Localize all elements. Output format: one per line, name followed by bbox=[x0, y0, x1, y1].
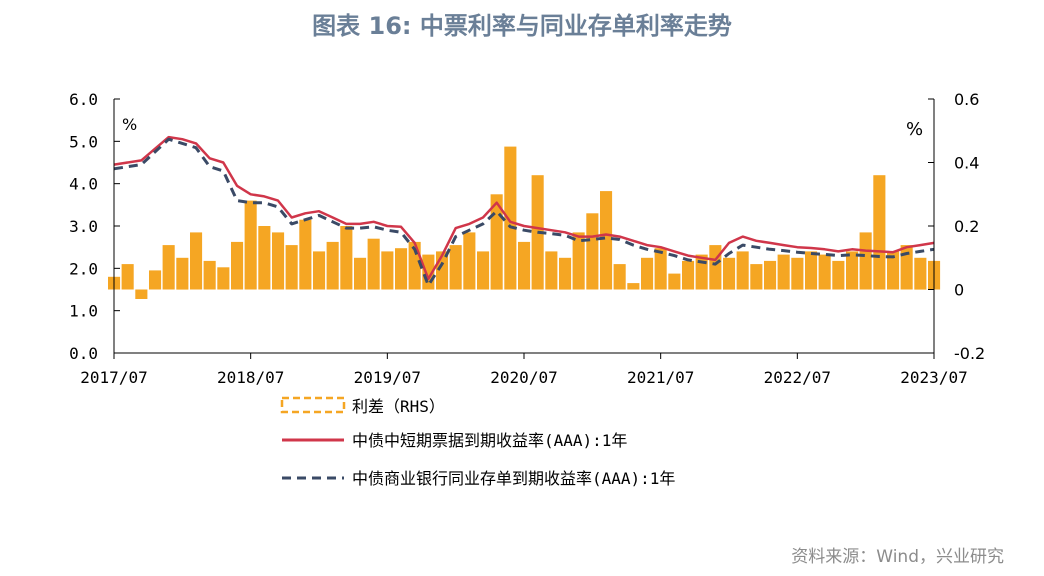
y-right-tick-label: -0.2 bbox=[954, 344, 985, 363]
tick-labels: 0.0 1.0 2.0 3.0 4.0 5.0 6.0 -0.2 0 0.2 0.4 0.6 2017/… bbox=[69, 90, 985, 387]
y-right-tick-label: 0.6 bbox=[954, 90, 979, 109]
spread-bar bbox=[805, 251, 818, 290]
spread-bar bbox=[873, 175, 886, 290]
y-left-tick-label: 2.0 bbox=[69, 259, 98, 278]
x-tick-label: 2020/07 bbox=[490, 368, 557, 387]
legend-swatch-spread bbox=[280, 396, 346, 414]
source-note: 资料来源：Wind，兴业研究 bbox=[791, 547, 1004, 567]
spread-bar bbox=[135, 289, 148, 299]
legend-label: 利差（RHS） bbox=[352, 397, 445, 416]
spread-bar bbox=[818, 254, 831, 290]
spread-bar bbox=[859, 232, 872, 290]
y-left-tick-label: 5.0 bbox=[69, 132, 98, 151]
spread-bar bbox=[504, 146, 517, 290]
spread-bar bbox=[572, 232, 585, 290]
spread-bar bbox=[258, 226, 271, 290]
spread-bar bbox=[217, 267, 230, 290]
spread-bar bbox=[914, 257, 927, 290]
spread-bar bbox=[340, 226, 353, 290]
spread-bar bbox=[203, 260, 216, 290]
ncd-yield-line bbox=[113, 137, 935, 287]
spread-bar bbox=[490, 194, 503, 290]
spread-bar bbox=[654, 248, 667, 290]
y-left-tick-label: 4.0 bbox=[69, 175, 98, 194]
spread-bar bbox=[832, 260, 845, 290]
spread-bar bbox=[668, 273, 681, 290]
spread-bar bbox=[354, 257, 367, 290]
spread-bar bbox=[176, 257, 189, 290]
spread-bar bbox=[900, 245, 913, 290]
chart-title: 图表 16: 中票利率与同业存单利率走势 bbox=[312, 12, 732, 40]
y-left-tick-label: 6.0 bbox=[69, 90, 98, 109]
spread-bar bbox=[613, 264, 626, 290]
spread-bar bbox=[395, 248, 408, 290]
spread-bar bbox=[641, 257, 654, 290]
spread-bar bbox=[121, 264, 134, 290]
legend: 利差（RHS） 中债中短期票据到期收益率(AAA):1年中债商业银行同业存单到期收… bbox=[280, 396, 675, 488]
spread-bar bbox=[299, 219, 312, 290]
spread-bar bbox=[600, 191, 613, 290]
spread-bar bbox=[326, 241, 339, 290]
spread-bar bbox=[682, 260, 695, 290]
spread-bar bbox=[791, 257, 804, 290]
legend-label: 中债商业银行同业存单到期收益率(AAA):1年 bbox=[352, 469, 675, 488]
x-tick-label: 2019/07 bbox=[354, 368, 421, 387]
spread-bar bbox=[750, 264, 763, 290]
y-right-tick-label: 0 bbox=[954, 281, 964, 300]
x-tick-label: 2021/07 bbox=[627, 368, 694, 387]
spread-bar bbox=[463, 232, 476, 290]
spread-bar bbox=[723, 257, 736, 290]
spread-bar bbox=[777, 254, 790, 290]
y-right-tick-label: 0.4 bbox=[954, 154, 979, 173]
x-tick-label: 2017/07 bbox=[80, 368, 147, 387]
yield-lines bbox=[113, 135, 935, 287]
x-tick-label: 2018/07 bbox=[217, 368, 284, 387]
spread-bar bbox=[162, 245, 175, 290]
spread-bar bbox=[627, 283, 640, 290]
spread-bar bbox=[190, 232, 203, 290]
spread-bar bbox=[477, 251, 490, 290]
y-left-tick-label: 0.0 bbox=[69, 344, 98, 363]
spread-bar bbox=[709, 245, 722, 290]
spread-bar bbox=[736, 251, 749, 290]
y-right-tick-label: 0.2 bbox=[954, 217, 979, 236]
spread-bar bbox=[887, 251, 900, 290]
spread-bar bbox=[695, 254, 708, 290]
spread-bar bbox=[285, 245, 298, 290]
spread-bar bbox=[272, 232, 285, 290]
y-left-tick-label: 1.0 bbox=[69, 302, 98, 321]
spread-bar bbox=[545, 251, 558, 290]
spread-bar bbox=[559, 257, 572, 290]
spread-bar bbox=[149, 270, 162, 290]
y-left-tick-label: 3.0 bbox=[69, 217, 98, 236]
spread-bar bbox=[764, 260, 777, 290]
spread-bars bbox=[108, 146, 941, 299]
spread-bar bbox=[313, 251, 326, 290]
mtn-yield-line bbox=[113, 135, 935, 281]
x-tick-label: 2023/07 bbox=[900, 368, 967, 387]
spread-bar bbox=[449, 245, 462, 290]
spread-bar bbox=[586, 213, 599, 290]
spread-bar bbox=[846, 251, 859, 290]
spread-bar bbox=[518, 241, 531, 290]
legend-label: 中债中短期票据到期收益率(AAA):1年 bbox=[352, 431, 627, 450]
spread-bar bbox=[244, 200, 257, 290]
spread-bar bbox=[231, 241, 244, 290]
right-unit-label: % bbox=[906, 119, 923, 140]
x-tick-label: 2022/07 bbox=[764, 368, 831, 387]
spread-bar bbox=[367, 238, 380, 290]
spread-bar bbox=[381, 251, 394, 290]
left-unit-label: % bbox=[122, 115, 137, 134]
